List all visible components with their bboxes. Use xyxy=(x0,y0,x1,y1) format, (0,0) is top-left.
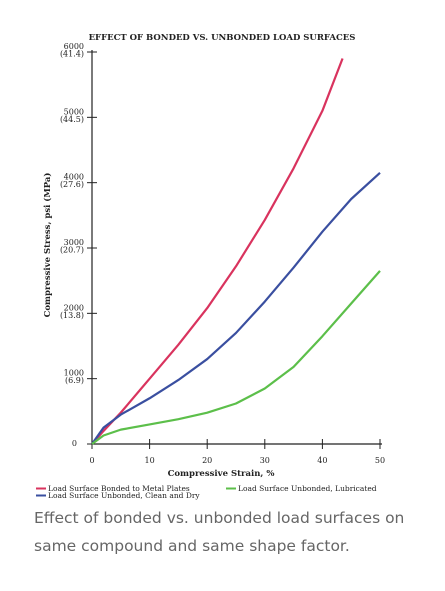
series-line xyxy=(91,58,344,445)
legend-label: Load Surface Unbonded, Clean and Dry xyxy=(48,491,200,500)
y-tick-label: 3000 (20.7) xyxy=(60,238,84,255)
chart: EFFECT OF BONDED VS. UNBONDED LOAD SURFA… xyxy=(36,33,385,500)
x-axis-label: Compressive Strain, % xyxy=(168,469,275,479)
series-line xyxy=(91,270,381,445)
x-tick-label: 20 xyxy=(202,456,212,465)
caption: Effect of bonded vs. unbonded load surfa… xyxy=(34,509,405,555)
legend-label: Load Surface Unbonded, Lubricated xyxy=(238,484,377,493)
x-tick-label: 50 xyxy=(375,456,385,465)
y-axis-label: Compressive Stress, psi (MPa) xyxy=(42,173,53,318)
chart-title: EFFECT OF BONDED VS. UNBONDED LOAD SURFA… xyxy=(89,33,356,43)
y-tick-label: 0 xyxy=(72,439,77,448)
x-tick-label: 10 xyxy=(145,456,155,465)
x-tick-label: 30 xyxy=(260,456,270,465)
x-tick-label: 40 xyxy=(317,456,327,465)
y-tick-label: 5000 (44.5) xyxy=(60,107,84,124)
y-tick-label: 6000 (41.4) xyxy=(60,42,84,59)
x-tick-label: 0 xyxy=(89,456,94,465)
y-tick-label: 4000 (27.6) xyxy=(60,173,84,190)
series-line xyxy=(91,172,381,445)
y-tick-label: 1000 (6.9) xyxy=(64,369,84,386)
y-tick-label: 2000 (13.8) xyxy=(60,303,84,320)
legend-label: Load Surface Bonded to Metal Plates xyxy=(48,484,190,493)
